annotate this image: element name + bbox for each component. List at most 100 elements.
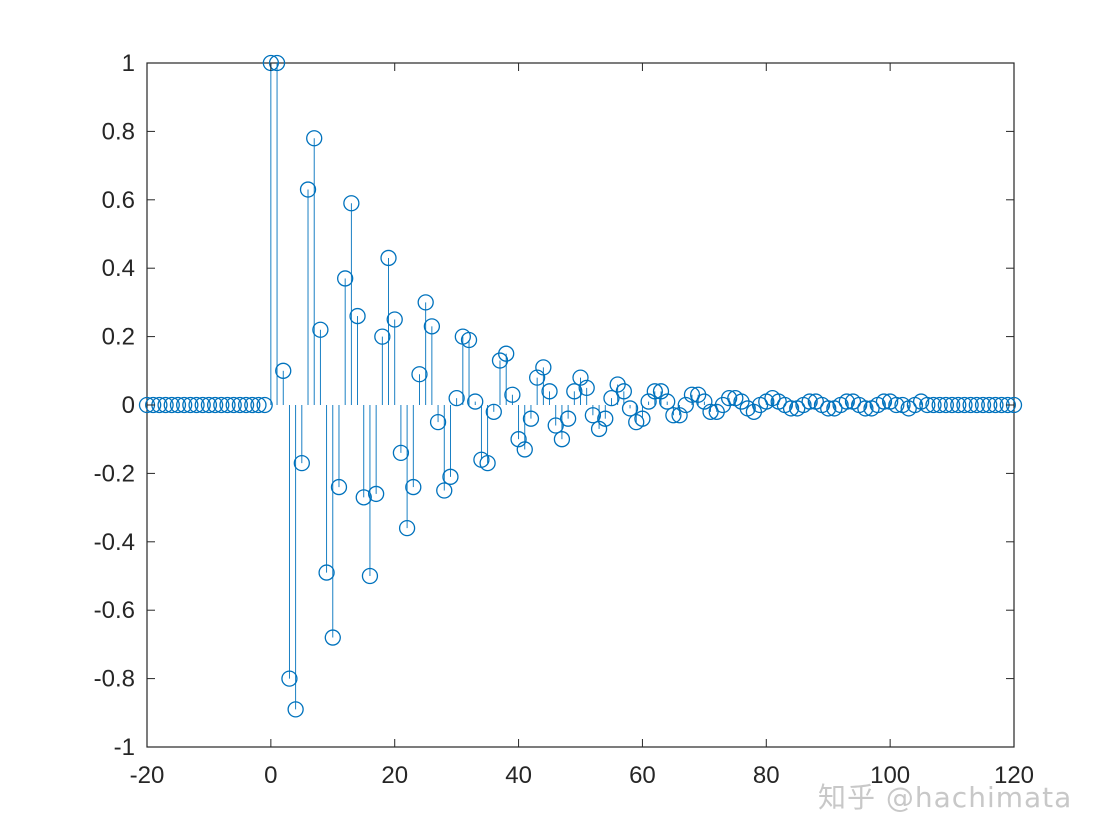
y-tick-label: 0.4 — [102, 255, 135, 282]
stem-marker — [460, 331, 478, 349]
stem-marker — [306, 130, 323, 147]
stem-marker — [250, 396, 267, 414]
stem-marker — [157, 396, 174, 414]
stem-marker — [268, 54, 286, 72]
stem-marker — [584, 407, 602, 424]
x-tick-label: 60 — [629, 762, 656, 789]
stem-marker — [578, 379, 595, 397]
stem-marker — [801, 393, 818, 410]
stem-marker — [572, 369, 589, 386]
stem-marker — [485, 403, 502, 420]
stem-marker — [479, 454, 496, 472]
stem-lines — [270, 63, 922, 710]
stem-marker — [541, 383, 558, 400]
stem-marker — [659, 393, 676, 410]
stem-marker — [145, 396, 162, 414]
stem-marker — [962, 396, 979, 414]
stem-marker — [498, 345, 515, 362]
stem-marker — [634, 410, 651, 427]
stem-marker — [188, 396, 205, 414]
stem-marker — [888, 396, 905, 414]
stem-marker — [367, 485, 385, 503]
stem-marker — [225, 396, 242, 414]
stem-marker — [206, 396, 224, 414]
stem-marker — [782, 400, 800, 417]
stem-marker — [937, 396, 955, 414]
stem-marker — [683, 386, 701, 403]
stem-marker — [931, 396, 948, 414]
stem-marker — [652, 383, 670, 400]
stem-marker — [374, 328, 391, 345]
stem-marker — [510, 431, 527, 448]
watermark-text: 知乎 @hachimata — [818, 781, 1073, 814]
stem-marker — [244, 396, 261, 414]
stem-marker — [293, 454, 310, 472]
stem-marker — [925, 396, 942, 414]
stem-markers — [138, 54, 1023, 718]
x-tick-label: 120 — [994, 762, 1034, 789]
stem-marker — [423, 318, 441, 335]
stem-marker — [361, 567, 379, 585]
y-tick-label: 0.8 — [102, 118, 135, 145]
stem-marker — [355, 489, 372, 506]
stem-marker — [231, 396, 249, 414]
stem-marker — [349, 307, 366, 325]
stem-marker — [405, 478, 422, 496]
stem-marker — [702, 403, 719, 420]
stem-marker — [169, 396, 187, 414]
stem-marker — [467, 393, 484, 410]
stem-marker — [417, 294, 434, 311]
stem-marker — [516, 441, 533, 458]
stem-marker — [646, 383, 663, 400]
stem-marker — [436, 482, 453, 499]
x-axis-ticks: -20 0 20 40 60 80 100 120 — [130, 63, 1034, 789]
stem-marker — [677, 396, 694, 414]
stem-marker — [566, 383, 583, 400]
y-tick-label: 0.2 — [102, 324, 135, 351]
stem-marker — [380, 249, 397, 267]
stem-marker — [163, 396, 180, 414]
stem-marker — [275, 362, 292, 379]
stem-marker — [442, 468, 459, 485]
stem-marker — [621, 400, 639, 417]
stem-marker — [343, 195, 360, 212]
stem-marker — [981, 396, 998, 414]
stem-marker — [219, 396, 236, 414]
stem-marker — [176, 396, 193, 414]
stem-marker — [287, 701, 304, 718]
stem-marker — [999, 396, 1016, 414]
stem-marker — [640, 393, 657, 410]
stem-marker — [299, 181, 317, 198]
stem-marker — [504, 386, 521, 403]
y-tick-label: 1 — [122, 50, 135, 77]
y-tick-label: -0.2 — [94, 460, 135, 487]
stem-marker — [411, 366, 428, 383]
x-tick-label: 40 — [505, 762, 532, 789]
stem-marker — [398, 519, 416, 537]
stem-marker — [943, 396, 961, 414]
stem-marker — [553, 431, 571, 448]
x-tick-label: 100 — [870, 762, 910, 789]
x-tick-label: 0 — [264, 762, 277, 789]
stem-marker — [820, 400, 837, 417]
stem-marker — [182, 396, 199, 414]
x-tick-label: 80 — [753, 762, 780, 789]
stem-marker — [956, 396, 973, 414]
x-tick-label: 20 — [381, 762, 408, 789]
stem-marker — [522, 410, 540, 427]
stem-marker — [671, 407, 688, 424]
y-tick-label: -0.6 — [94, 597, 135, 624]
stem-marker — [720, 390, 738, 407]
stem-marker — [256, 396, 273, 414]
x-tick-label: -20 — [130, 762, 165, 789]
stem-marker — [200, 396, 218, 414]
stem-marker — [330, 478, 348, 496]
y-tick-label: 0.6 — [102, 187, 135, 214]
stem-marker — [547, 417, 564, 434]
stem-marker — [194, 396, 211, 414]
y-axis-ticks: -1 -0.8 -0.6 -0.4 -0.2 0 0.2 0.4 0.6 0.8 1 — [94, 50, 1014, 761]
stem-marker — [213, 396, 230, 414]
stem-marker — [590, 420, 608, 438]
stem-marker — [337, 270, 354, 287]
